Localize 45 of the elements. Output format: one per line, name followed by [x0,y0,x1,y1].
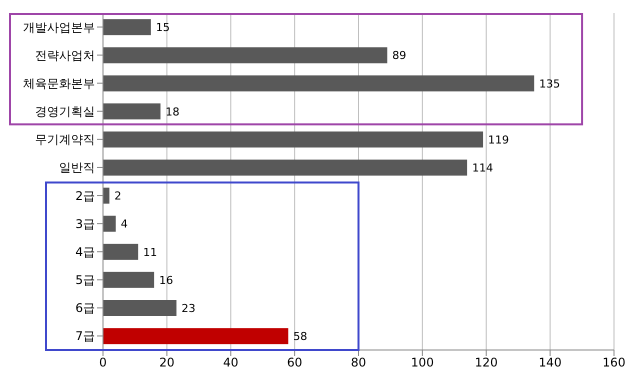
data-label: 119 [488,133,510,146]
data-label: 135 [539,77,560,90]
y-tick-label: 5급 [75,273,95,288]
bar [103,19,151,36]
data-label: 89 [392,49,406,62]
data-label: 58 [293,330,308,343]
x-tick-label: 160 [602,356,626,370]
bar [103,75,534,92]
data-label: 18 [165,105,180,118]
x-tick-label: 40 [223,356,238,370]
bar [103,328,288,344]
x-tick-label: 80 [350,356,366,370]
bar [103,103,160,120]
data-label: 114 [472,162,494,174]
x-tick-label: 0 [99,356,107,370]
data-label: 23 [181,302,196,315]
x-tick-label: 60 [286,356,302,370]
bar [103,188,110,204]
y-tick-label: 2급 [75,188,95,203]
y-tick-label: 6급 [75,301,95,316]
x-tick-label: 140 [538,356,562,370]
y-tick-label: 무기계약직 [35,132,95,147]
y-tick-label: 경영기획실 [35,104,95,119]
y-tick-label: 7급 [75,329,95,344]
data-label: 11 [143,246,158,259]
y-tick-label: 전략사업처 [35,48,95,62]
bar [103,272,154,288]
data-label: 4 [120,218,128,231]
data-label: 16 [159,274,174,287]
bar [103,47,388,64]
y-tick-label: 개발사업본부 [23,20,95,34]
x-tick-label: 20 [159,356,175,370]
bar [103,300,176,316]
bar [103,160,468,176]
y-tick-label: 3급 [75,216,95,231]
x-tick-label: 120 [474,356,498,370]
bar [103,244,138,260]
y-tick-label: 4급 [75,244,95,259]
y-tick-label: 체육문화본부 [23,76,95,90]
y-tick-label: 일반직 [59,160,95,175]
bar [103,132,484,148]
data-label: 15 [156,21,170,34]
x-tick-label: 100 [410,356,434,370]
bar [103,216,116,232]
data-label: 2 [114,190,122,203]
